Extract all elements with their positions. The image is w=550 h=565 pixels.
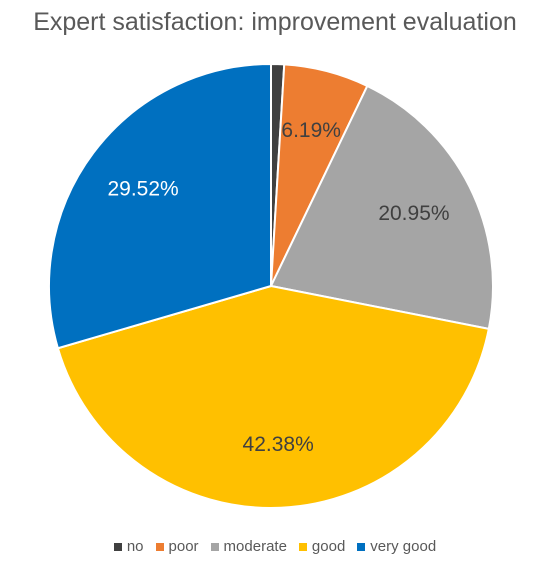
legend-item-no: no — [113, 538, 144, 555]
data-label-good: 42.38% — [243, 433, 314, 456]
pie-slice-good — [56, 284, 490, 509]
legend-swatch — [155, 542, 164, 551]
chart-title: Expert satisfaction: improvement evaluat… — [33, 8, 517, 36]
legend-item-poor: poor — [155, 538, 199, 555]
legend-label: poor — [168, 538, 199, 555]
pie-slice-moderate — [269, 84, 494, 331]
legend-item-moderate: moderate — [210, 538, 287, 555]
legend-label: very good — [370, 538, 437, 555]
data-label-poor: 6.19% — [281, 119, 341, 142]
legend-item-very-good: very good — [357, 538, 436, 555]
data-label-moderate: 20.95% — [378, 202, 449, 225]
pie-slice-very-good — [48, 62, 272, 350]
legend-label: moderate — [223, 538, 287, 555]
legend-swatch — [357, 542, 366, 551]
chart-legend: no poor moderate good very good — [0, 538, 550, 555]
data-label-very-good: 29.52% — [107, 178, 178, 201]
legend-label: good — [311, 538, 346, 555]
legend-item-good: good — [298, 538, 346, 555]
legend-label: no — [126, 538, 144, 555]
legend-swatch — [113, 542, 122, 551]
legend-swatch — [210, 542, 219, 551]
legend-swatch — [298, 542, 307, 551]
